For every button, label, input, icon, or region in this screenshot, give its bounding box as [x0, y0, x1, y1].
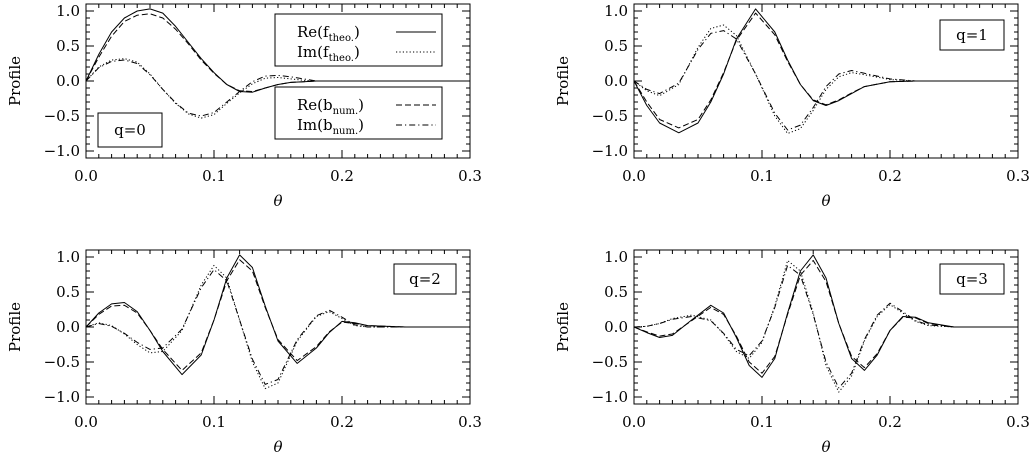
legend-box-2 — [274, 86, 443, 140]
panel-1: −1.0 −0.5 0.0 0.5 1.0 0.0 0.1 0.2 0.3 θ Profile q=0 — [6, 2, 482, 210]
x-axis-label: θ — [821, 438, 830, 455]
x-tick-label: 0.2 — [330, 413, 354, 431]
y-axis-label: Profile — [6, 56, 24, 106]
q-label-box — [939, 263, 1005, 295]
panel-2: −1.0 −0.5 0.0 0.5 1.0 0.0 0.1 0.2 0.3 θ Profile q=1 — [554, 2, 1030, 210]
x-tick-label: 0.2 — [878, 167, 902, 185]
q-label-box — [939, 19, 1005, 51]
x-tick-label: 0.2 — [330, 167, 354, 185]
legend-entry-label: Im(bnum.) — [297, 116, 364, 137]
legend-entry-label: Im(ftheo.) — [297, 43, 360, 64]
y-tick-label: −0.5 — [592, 107, 628, 125]
x-tick-label: 0.1 — [202, 413, 226, 431]
y-tick-label: −1.0 — [592, 142, 628, 160]
series-re-num — [634, 260, 1018, 374]
legend-entry-label: Re(ftheo.) — [297, 23, 360, 44]
y-tick-label: 0.0 — [604, 318, 628, 336]
x-tick-label: 0.0 — [74, 167, 98, 185]
x-tick-label: 0.1 — [750, 167, 774, 185]
y-axis-label: Profile — [6, 302, 24, 352]
series-re-num — [634, 12, 1018, 129]
series-re-num — [86, 259, 470, 371]
y-tick-label: −0.5 — [44, 107, 80, 125]
x-tick-label: 0.3 — [458, 413, 482, 431]
y-axis-label: Profile — [554, 302, 572, 352]
y-tick-label: 1.0 — [604, 2, 628, 20]
q-label: q=3 — [956, 270, 988, 288]
q-label-box — [97, 112, 163, 148]
series-re-theo — [86, 254, 470, 376]
x-axis-label: θ — [273, 192, 282, 210]
q-label: q=1 — [956, 26, 988, 44]
y-tick-label: 0.0 — [56, 318, 80, 336]
x-tick-label: 0.3 — [1006, 167, 1030, 185]
x-tick-label: 0.0 — [622, 167, 646, 185]
y-tick-label: 0.5 — [56, 37, 80, 55]
y-tick-label: 0.5 — [604, 37, 628, 55]
series-im-num — [634, 30, 1018, 131]
x-tick-label: 0.3 — [1006, 413, 1030, 431]
y-tick-label: 0.0 — [56, 72, 80, 90]
series-re-num — [86, 13, 470, 92]
series-re-theo — [634, 254, 1018, 378]
q-label-box — [393, 263, 457, 295]
y-tick-label: −0.5 — [592, 353, 628, 371]
y-tick-label: −1.0 — [592, 388, 628, 406]
y-tick-label: 0.5 — [604, 283, 628, 301]
x-axis-label: θ — [273, 438, 282, 455]
legend: Re(ftheo.)Im(ftheo.) Re(bnum.)Im(bnum.) — [274, 13, 443, 140]
y-tick-label: −1.0 — [44, 388, 80, 406]
y-tick-label: −1.0 — [44, 142, 80, 160]
x-tick-label: 0.2 — [878, 413, 902, 431]
panel-3: −1.0 −0.5 0.0 0.5 1.0 0.0 0.1 0.2 0.3 θ Profile q=2 — [6, 248, 482, 455]
series-im-num — [86, 59, 470, 117]
y-tick-label: 1.0 — [56, 2, 80, 20]
q-label: q=0 — [114, 121, 146, 139]
x-tick-label: 0.1 — [750, 413, 774, 431]
x-tick-label: 0.1 — [202, 167, 226, 185]
y-tick-label: 0.0 — [604, 72, 628, 90]
y-tick-label: 1.0 — [604, 248, 628, 266]
y-axis-label: Profile — [554, 56, 572, 106]
y-tick-label: −0.5 — [44, 353, 80, 371]
q-label: q=2 — [409, 270, 441, 288]
legend-box-1 — [274, 13, 443, 67]
y-tick-label: 1.0 — [56, 248, 80, 266]
x-tick-label: 0.0 — [74, 413, 98, 431]
x-axis-label: θ — [821, 192, 830, 210]
x-tick-label: 0.3 — [458, 167, 482, 185]
series-im-num — [634, 264, 1018, 389]
y-tick-label: 0.5 — [56, 283, 80, 301]
legend-entry-label: Re(bnum.) — [297, 96, 364, 117]
panel-4: −1.0 −0.5 0.0 0.5 1.0 0.0 0.1 0.2 0.3 θ Profile q=3 — [554, 248, 1030, 455]
x-tick-label: 0.0 — [622, 413, 646, 431]
